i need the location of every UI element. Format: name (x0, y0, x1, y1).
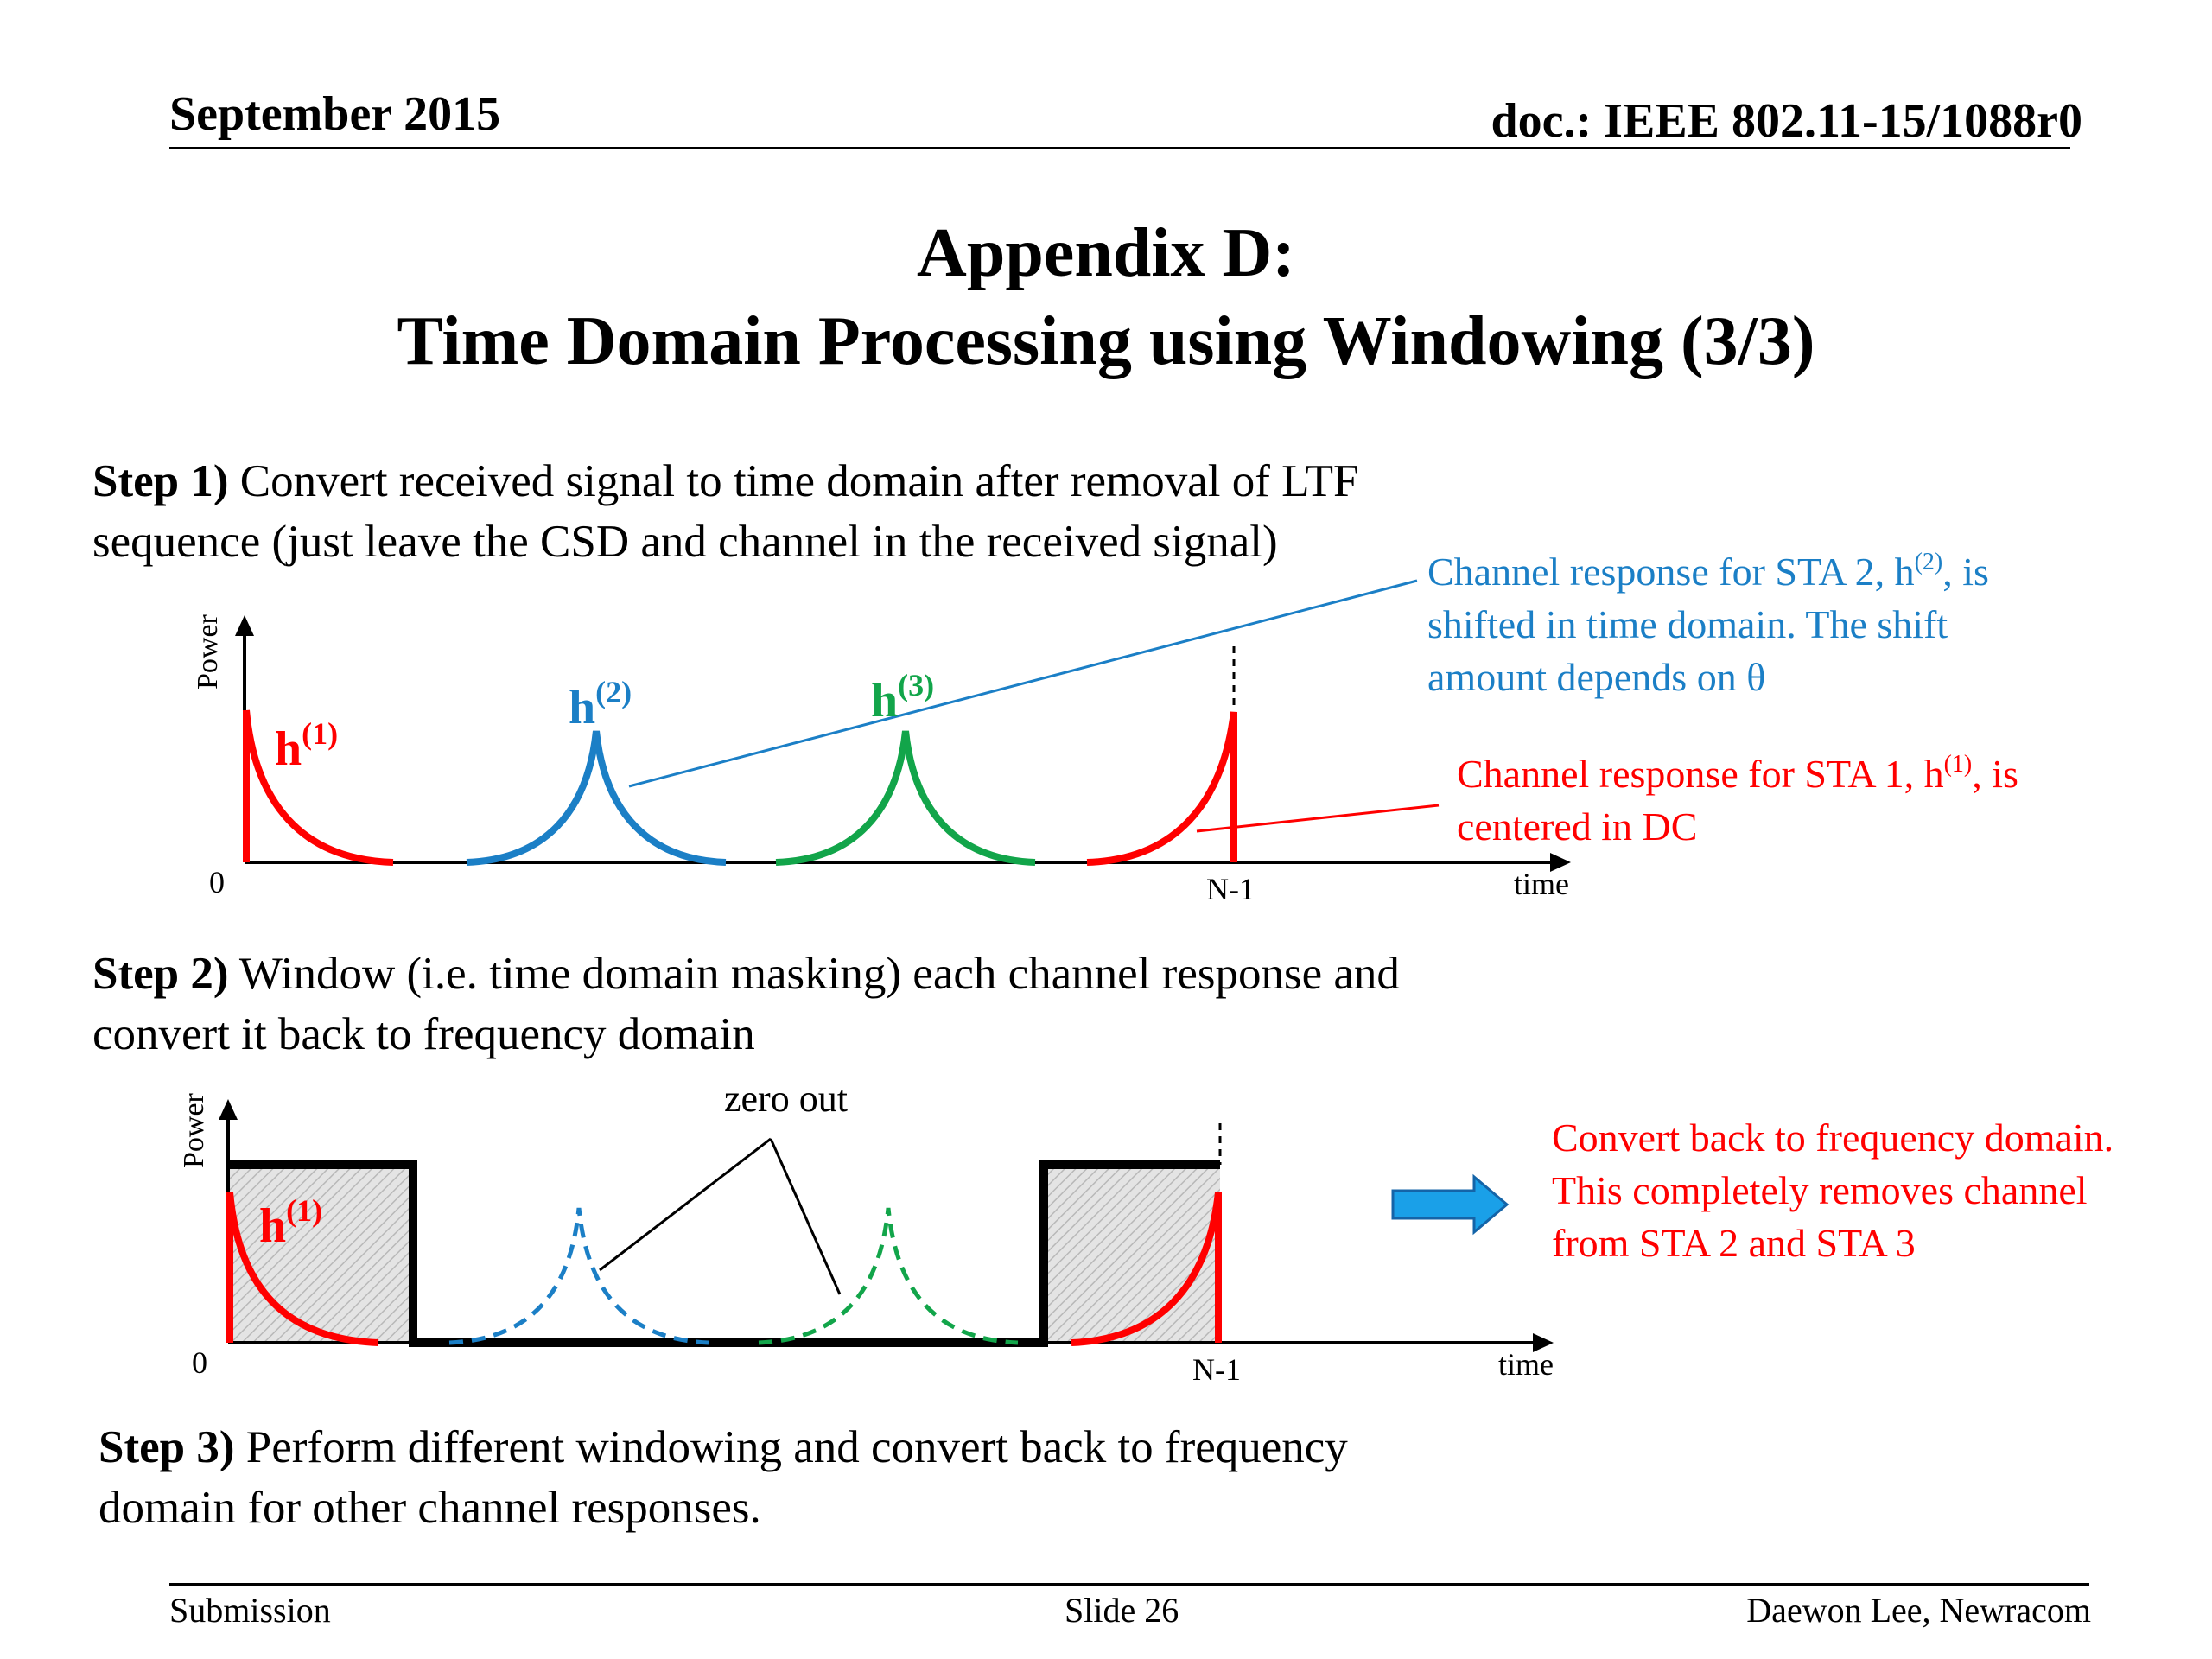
header-date: September 2015 (169, 87, 501, 141)
step1-paren: ) (213, 456, 229, 506)
diagram1-sta1-note: Channel response for STA 1, h(1), is cen… (1457, 738, 2018, 853)
diagram2-note-line1: Convert back to frequency domain. (1552, 1116, 2114, 1160)
step1-text: Step 1) Convert received signal to time … (92, 451, 1359, 572)
diagram1-h1-base: h (275, 722, 302, 776)
footer-author: Daewon Lee, Newracom (1746, 1591, 2091, 1630)
diagram1-sta1-callout-line (1196, 804, 1440, 833)
header-divider (169, 147, 2070, 149)
diagram1-origin-label: 0 (209, 865, 225, 899)
sta2-note-line1-post: , is (1942, 550, 1989, 594)
step3-label: Step 3 (99, 1422, 219, 1472)
zero-out-pointer-left (599, 1137, 772, 1272)
diagram2-origin-label: 0 (192, 1345, 207, 1380)
diagram1-h1-sup: (1) (302, 716, 339, 751)
step2-line1: Window (i.e. time domain masking) each c… (228, 949, 1400, 999)
diagram1-h1-left-curve (243, 709, 394, 866)
step1-line1: Convert received signal to time domain a… (228, 456, 1359, 506)
footer-submission: Submission (169, 1591, 331, 1630)
step2-label: Step 2 (92, 949, 213, 999)
sta2-note-line2: shifted in time domain. The shift (1427, 602, 1948, 646)
diagram1-h3-curve (775, 730, 1036, 866)
sta1-note-line1-post: , is (1972, 752, 2018, 796)
diagram1-h2-base: h (569, 681, 596, 734)
sta1-note-line1: Channel response for STA 1, h (1457, 752, 1944, 796)
diagram2-window-outline (230, 1160, 1220, 1347)
diagram2-note: Convert back to frequency domain. This c… (1552, 1111, 2113, 1269)
diagram2-h1-left-curve (226, 1192, 379, 1346)
step1-label: Step 1 (92, 456, 213, 506)
step3-text: Step 3) Perform different windowing and … (99, 1417, 1348, 1538)
diagram1-h2-label: h(2) (569, 674, 632, 735)
zero-out-pointer-right (769, 1138, 842, 1295)
diagram2-y-axis-label: Power (178, 1093, 210, 1168)
diagram2-h1-sup: (1) (286, 1193, 323, 1228)
diagram1-h3-sup: (3) (898, 668, 935, 702)
step3-line2: domain for other channel responses. (99, 1483, 761, 1533)
step3-line1: Perform different windowing and convert … (234, 1422, 1348, 1472)
diagram2-note-line3: from STA 2 and STA 3 (1552, 1221, 1916, 1265)
header-doc-id: doc.: IEEE 802.11-15/1088r0 (1491, 94, 2082, 148)
diagram2-x-axis-label: time (1498, 1347, 1554, 1382)
diagram2-note-line2: This completely removes channel (1552, 1168, 2088, 1212)
diagram1-h2-curve (466, 730, 727, 866)
sta1-note-line2: centered in DC (1457, 804, 1698, 849)
diagram1-h1-right-curve (1086, 711, 1237, 866)
diagram1-sta2-note: Channel response for STA 2, h(2), is shi… (1427, 536, 1989, 703)
diagram2-h1-right-curve (1071, 1192, 1222, 1346)
title-line1: Appendix D: (917, 215, 1295, 291)
step3-paren: ) (219, 1422, 235, 1472)
footer-divider (169, 1583, 2089, 1586)
diagram1-sta2-callout-line (628, 579, 1418, 788)
diagram2-n1-label: N-1 (1192, 1352, 1241, 1387)
diagram1-n1-label: N-1 (1206, 872, 1255, 906)
diagram2-h1-base: h (259, 1199, 287, 1253)
diagram1-h1-label: h(1) (275, 715, 338, 777)
sta2-note-sup: (2) (1914, 549, 1943, 575)
convert-arrow-icon (1391, 1173, 1510, 1236)
step1-line2: sequence (just leave the CSD and channel… (92, 517, 1278, 567)
footer-slide-number: Slide 26 (1065, 1591, 1179, 1630)
sta2-note-line1: Channel response for STA 2, h (1427, 550, 1915, 594)
diagram1-h2-sup: (2) (595, 675, 632, 709)
zero-out-label: zero out (724, 1077, 848, 1120)
diagram2-h3-zeroed-curve (758, 1207, 1019, 1345)
title-line2: Time Domain Processing using Windowing (… (397, 303, 1815, 379)
diagram2-window-right-fill (1044, 1165, 1220, 1341)
diagram2-h1-label: h(1) (259, 1192, 322, 1254)
step2-paren: ) (213, 949, 229, 999)
sta1-note-sup: (1) (1943, 751, 1973, 778)
diagram1-h3-label: h(3) (871, 667, 934, 728)
step2-text: Step 2) Window (i.e. time domain masking… (92, 944, 1400, 1065)
sta2-note-line3: amount depends on θ (1427, 655, 1766, 699)
diagram2-window-left-fill (230, 1165, 413, 1341)
step2-line2: convert it back to frequency domain (92, 1009, 755, 1059)
diagram1-x-axis-label: time (1514, 867, 1569, 901)
diagram2-h2-zeroed-curve (448, 1207, 709, 1345)
diagram1-h3-base: h (871, 674, 899, 728)
